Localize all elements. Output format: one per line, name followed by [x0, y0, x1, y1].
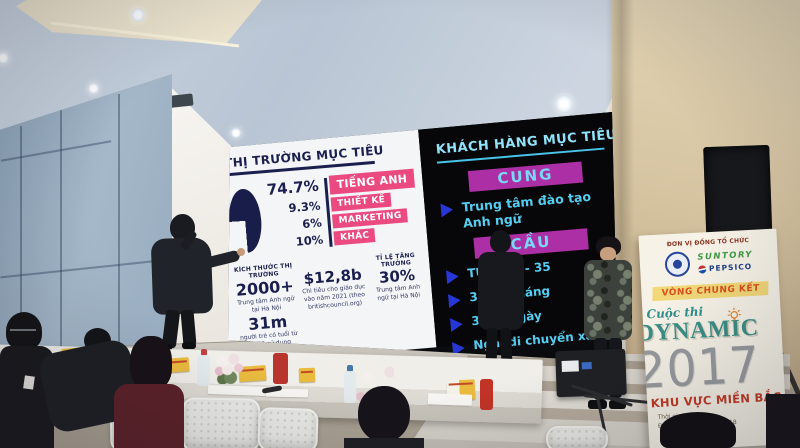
presenter-silhouette	[140, 210, 250, 351]
triangle-bullet-icon	[440, 202, 454, 218]
equipment-label	[581, 361, 592, 370]
supply-box: CUNG	[467, 161, 584, 192]
audience-head	[6, 312, 42, 350]
triangle-bullet-icon	[450, 316, 464, 332]
organizer-label: ĐƠN VỊ ĐỒNG TỔ CHỨC	[666, 236, 750, 249]
event-banner: ĐƠN VỊ ĐỒNG TỔ CHỨC SUNTORY PEPSICO VÒNG…	[638, 228, 788, 448]
chair	[181, 397, 261, 448]
flower-bouquet	[213, 352, 245, 384]
pie-percent: 74.7%	[266, 176, 320, 199]
panel-seam	[0, 140, 112, 162]
ceiling-light	[0, 52, 9, 64]
contest-name-wrap: DYNAMIC	[638, 307, 759, 347]
stat-caption: Trung tâm Anh ngữ tại Hà Nội	[375, 283, 421, 302]
pie-percent: 9.3%	[287, 198, 321, 215]
shirt-collar	[23, 375, 35, 390]
presenter-shoe	[182, 342, 196, 349]
suntory-logo: SUNTORY	[697, 249, 754, 263]
pepsi-globe-icon	[697, 264, 707, 274]
equipment-label	[561, 360, 579, 373]
sponsor-stack: SUNTORY PEPSICO	[697, 250, 754, 274]
bottle-cap	[201, 349, 207, 356]
person-face	[600, 247, 616, 261]
led-presentation-screen: THỊ TRƯỜNG MỤC TIÊU 74.7% TIẾNG ANH 9.3%…	[228, 112, 618, 362]
chair	[546, 426, 608, 448]
camo-jacket	[584, 260, 632, 340]
sponsor-logos: SUNTORY PEPSICO	[664, 248, 754, 278]
contest-year: 2017	[638, 335, 762, 401]
triangle-bullet-icon	[448, 292, 462, 308]
pie-percent: 6%	[301, 214, 323, 231]
audience-member	[114, 336, 184, 448]
audience-head	[660, 412, 736, 448]
ceiling-light	[88, 83, 99, 94]
stat-column: $12,8b Chi tiêu cho giáo dục vào năm 202…	[300, 256, 371, 353]
stat-caption: Chi tiêu cho giáo dục vào năm 2021 (theo…	[301, 283, 366, 311]
ceiling-light	[231, 128, 241, 138]
presenter-body	[478, 252, 524, 330]
ceiling-light	[131, 8, 145, 22]
paper-sheet	[427, 393, 473, 406]
pie-label-chip: KHÁC	[333, 227, 376, 245]
pie-legend: 74.7% TIẾNG ANH 9.3% THIẾT KẾ 6% MARKETI…	[264, 168, 419, 253]
audience-member	[344, 386, 434, 448]
stat-column: TỈ LỆ TĂNG TRƯỞNG 30% Trung tâm Anh ngữ …	[370, 251, 428, 347]
pie-label-chip: THIẾT KẾ	[330, 192, 392, 212]
presenter-hand	[237, 248, 245, 256]
round-label: VÒNG CHUNG KẾT	[652, 281, 769, 302]
red-bottle	[480, 379, 493, 410]
dark-corner-shape	[766, 394, 800, 448]
pie-percent: 10%	[295, 231, 324, 249]
name-card	[298, 367, 316, 383]
ceiling-light	[555, 95, 573, 113]
lightbulb-icon	[726, 306, 742, 328]
audience-head	[358, 386, 410, 442]
panel-seam	[20, 126, 22, 398]
pepsico-logo: PEPSICO	[708, 261, 753, 274]
presenter-silhouette	[466, 226, 538, 388]
university-logo	[664, 251, 691, 278]
panel-seam	[60, 110, 62, 398]
glasses	[10, 329, 36, 331]
chair	[257, 406, 319, 448]
person-shoe	[609, 400, 626, 409]
presenter-head	[490, 230, 511, 253]
triangle-bullet-icon	[445, 268, 460, 284]
audience-head	[130, 336, 172, 390]
water-bottle	[197, 355, 210, 386]
presenter-body	[150, 236, 214, 316]
panel-seam	[0, 259, 160, 279]
audience-member	[36, 324, 144, 448]
panel-seam	[118, 94, 120, 394]
audience-body	[344, 438, 424, 448]
red-bottle	[273, 353, 288, 384]
audience-body	[114, 384, 184, 448]
